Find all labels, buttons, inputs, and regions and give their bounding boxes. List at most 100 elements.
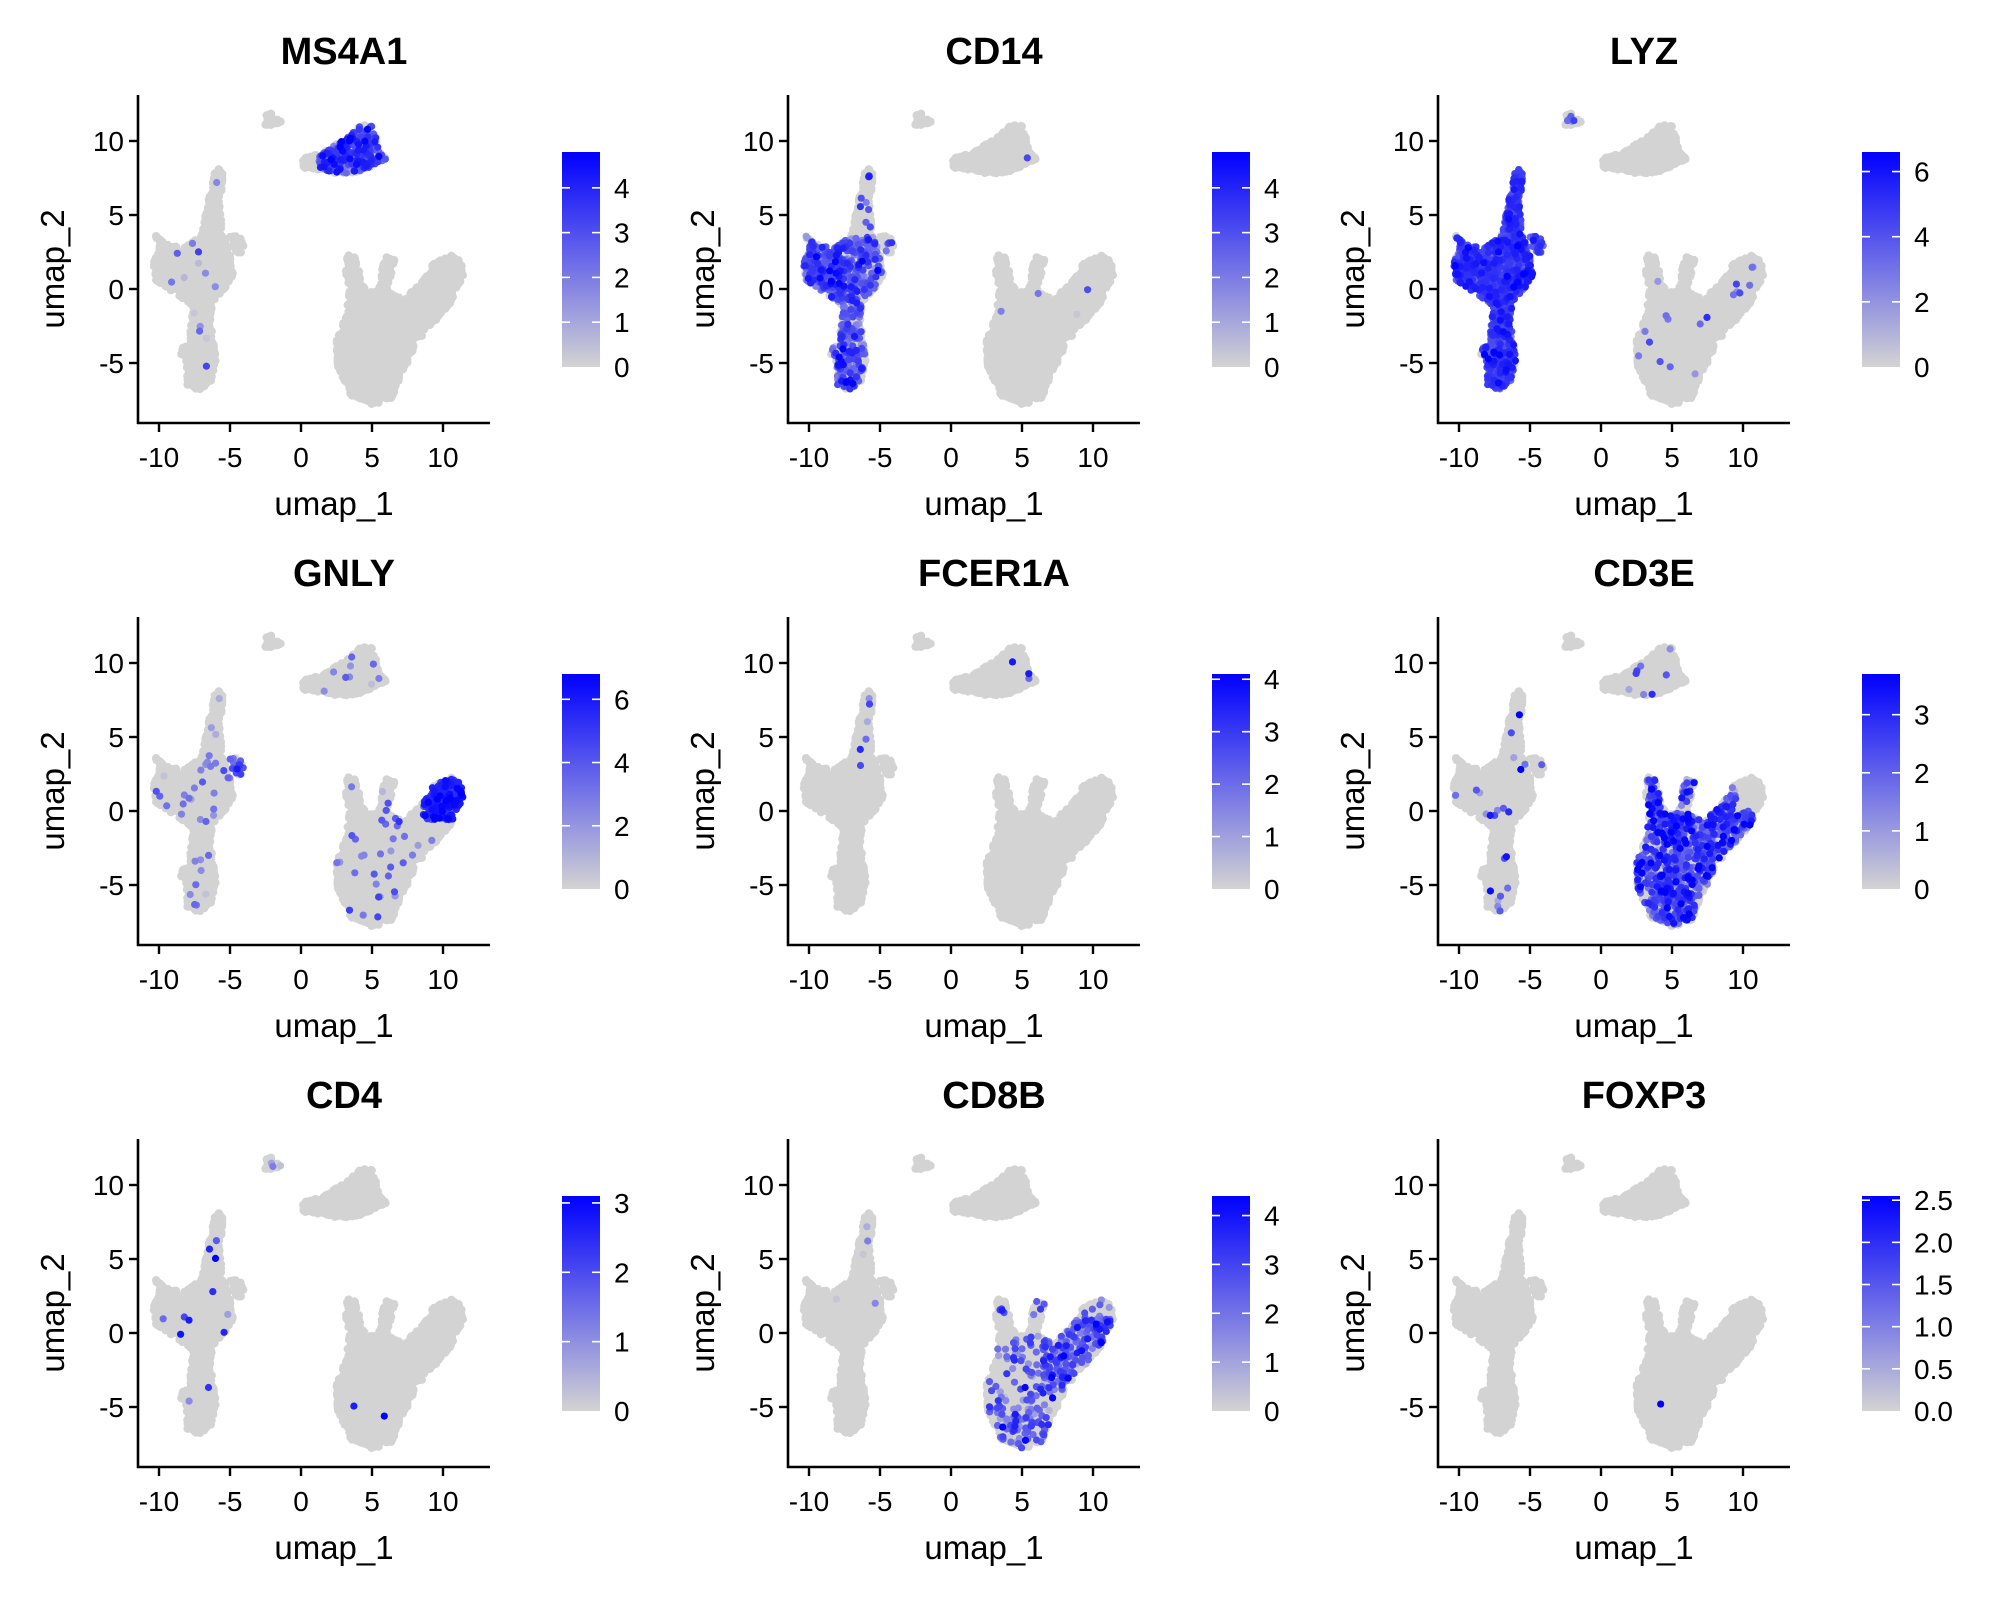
cell-point	[212, 248, 220, 256]
cell-point	[157, 279, 165, 287]
cell-point	[358, 367, 366, 375]
y-axis-label: umap_2	[34, 209, 71, 328]
cell-point	[193, 352, 201, 360]
cell-point	[385, 256, 393, 264]
cell-point-expressing	[195, 260, 202, 267]
cell-point-expressing	[356, 126, 363, 133]
cell-point	[210, 195, 218, 203]
cell-point	[202, 242, 210, 250]
cell-point-expressing	[328, 156, 335, 163]
cell-point	[433, 280, 441, 288]
cell-point	[442, 276, 450, 284]
x-axis-label: umap_1	[274, 485, 393, 522]
x-tick-label: 5	[364, 442, 380, 473]
cell-point	[154, 270, 162, 278]
cell-point	[402, 310, 410, 318]
cell-point	[415, 286, 423, 294]
cell-point	[851, 214, 859, 222]
cell-point	[218, 258, 226, 266]
cell-point	[419, 313, 427, 321]
cell-point	[447, 252, 455, 260]
cell-point	[441, 298, 449, 306]
cell-point-expressing	[196, 328, 203, 335]
colorbar-tick-label: 4	[614, 173, 630, 204]
cell-point-expressing	[346, 155, 353, 162]
cell-point	[370, 305, 378, 313]
cell-point	[198, 293, 206, 301]
x-tick-label: -5	[218, 442, 243, 473]
cell-point-expressing	[351, 168, 358, 175]
cell-point-expressing	[203, 363, 210, 370]
cell-point	[166, 256, 174, 264]
cell-point-expressing	[321, 163, 328, 170]
cell-point-expressing	[181, 274, 188, 281]
cell-point	[369, 364, 377, 372]
cell-point-expressing	[168, 279, 175, 286]
cell-point-expressing	[333, 169, 340, 176]
cell-point	[217, 220, 225, 228]
cell-point-expressing	[203, 335, 210, 342]
cell-point	[194, 383, 202, 391]
cell-point	[206, 304, 214, 312]
cell-point	[386, 327, 394, 335]
cell-point	[424, 278, 432, 286]
cell-point	[301, 162, 309, 170]
cell-point	[372, 380, 380, 388]
cell-point	[359, 344, 367, 352]
cell-point-expressing	[212, 283, 219, 290]
cell-point	[347, 332, 355, 340]
cell-point	[861, 185, 869, 193]
cell-point	[453, 278, 461, 286]
cell-point	[380, 335, 388, 343]
cell-point	[377, 353, 385, 361]
points-layer	[800, 110, 1117, 408]
cell-point	[370, 348, 378, 356]
cell-point	[341, 376, 349, 384]
cell-point	[263, 111, 271, 119]
cell-point	[169, 268, 177, 276]
cell-point	[267, 120, 275, 128]
cell-point-expressing	[353, 161, 360, 168]
cell-point	[210, 224, 218, 232]
cell-point	[151, 261, 159, 269]
cell-point-expressing	[189, 240, 196, 247]
cell-point	[175, 292, 183, 300]
colorbar-tick-label: 1	[614, 307, 630, 338]
x-tick-label: 10	[427, 442, 458, 473]
cell-point	[302, 154, 310, 162]
cell-point-expressing	[195, 248, 202, 255]
cell-point	[191, 273, 199, 281]
cell-point	[395, 362, 403, 370]
x-tick-label: -10	[139, 442, 179, 473]
cell-point	[362, 377, 370, 385]
cell-point	[348, 360, 356, 368]
cell-point	[422, 294, 430, 302]
cell-point	[199, 284, 207, 292]
cell-point	[342, 270, 350, 278]
cell-point	[349, 350, 357, 358]
cell-point	[408, 345, 416, 353]
cell-point-expressing	[375, 153, 382, 160]
cell-point	[388, 303, 396, 311]
cell-point	[203, 348, 211, 356]
cell-point	[153, 234, 161, 242]
cell-point	[371, 387, 379, 395]
cell-point	[186, 353, 194, 361]
cell-point	[210, 231, 218, 239]
cell-point	[191, 291, 199, 299]
cell-point	[432, 314, 440, 322]
cell-point-expressing	[337, 156, 344, 163]
cell-point	[360, 325, 368, 333]
cell-point	[224, 266, 232, 274]
cell-point	[215, 165, 223, 173]
cell-point-expressing	[371, 138, 378, 145]
cell-point-expressing	[213, 179, 220, 186]
cell-point-expressing	[364, 126, 371, 133]
colorbar	[562, 152, 600, 367]
y-tick-label: 5	[108, 200, 124, 231]
cell-point-expressing	[343, 169, 350, 176]
colorbar-tick-label: 2	[614, 262, 630, 293]
cell-point	[446, 268, 454, 276]
panel-title: MS4A1	[281, 31, 408, 73]
